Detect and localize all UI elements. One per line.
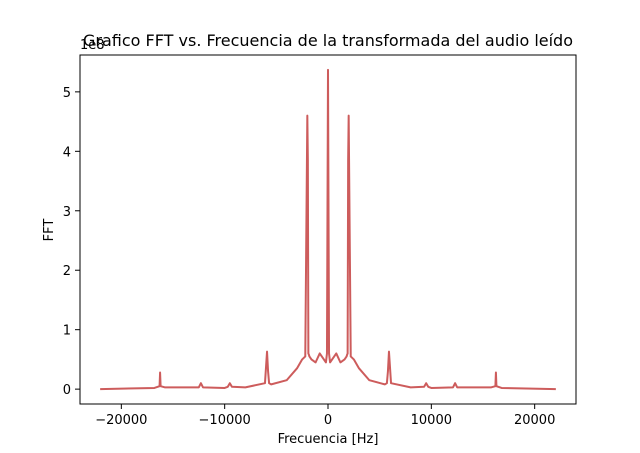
y-multiplier-label: 1e8 <box>80 38 105 53</box>
plot-area: −20000 −10000 0 10000 20000 0 1 2 3 4 5 <box>63 54 577 428</box>
x-tick-label: 20000 <box>514 413 555 428</box>
chart-title: Grafico FFT vs. Frecuencia de la transfo… <box>83 31 573 50</box>
y-tick-label: 5 <box>63 86 71 101</box>
x-tick-label: 0 <box>324 413 332 428</box>
y-tick-label: 1 <box>63 324 71 339</box>
y-tick-label: 3 <box>63 205 71 220</box>
series-line-0 <box>100 68 556 391</box>
x-tick-label: 10000 <box>411 413 452 428</box>
y-tick-label: 4 <box>63 145 71 160</box>
x-tick-label: −20000 <box>95 413 147 428</box>
y-tick-label: 0 <box>63 383 71 398</box>
y-tick-label: 2 <box>63 264 71 279</box>
x-axis-label: Frecuencia [Hz] <box>278 432 379 447</box>
x-tick-label: −10000 <box>199 413 251 428</box>
y-axis-label: FFT <box>42 219 57 242</box>
